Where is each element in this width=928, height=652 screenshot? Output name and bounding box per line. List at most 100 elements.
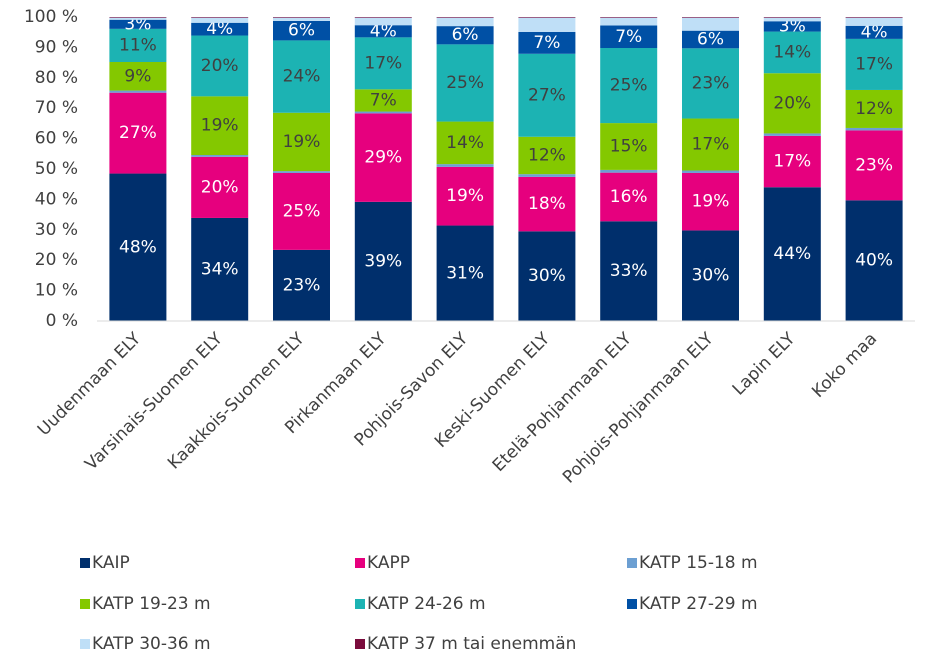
y-tick-label: 60 % — [35, 129, 78, 149]
bar-segment — [436, 225, 494, 321]
data-label: 20% — [201, 56, 239, 76]
data-label: 16% — [610, 187, 648, 207]
bar-segment — [191, 17, 249, 23]
data-label: 17% — [692, 135, 730, 155]
bar-segment — [109, 90, 167, 93]
data-label: 4% — [861, 22, 888, 42]
bar-segment — [682, 17, 739, 18]
data-label: 17% — [855, 54, 893, 74]
bar-segment — [600, 123, 658, 170]
data-label: 23% — [692, 73, 730, 93]
data-label: 12% — [855, 99, 893, 119]
legend-label: KATP 30-36 m — [92, 634, 211, 652]
data-label: 39% — [364, 251, 402, 271]
bar-segment — [273, 20, 330, 41]
bar-segment — [109, 61, 167, 91]
bar-segment — [845, 38, 903, 90]
bar-segment — [845, 200, 903, 321]
bar-segment — [436, 166, 494, 226]
data-label: 29% — [364, 148, 402, 168]
bar-segment — [109, 28, 167, 62]
data-label: 12% — [528, 145, 566, 165]
bar-segment — [191, 156, 249, 218]
bar-segment — [191, 155, 249, 157]
bar-segment — [191, 96, 249, 156]
bar-segment — [845, 130, 903, 201]
bar-segment — [354, 111, 412, 114]
x-tick-label: Lapin ELY — [729, 328, 800, 399]
data-label: 19% — [446, 186, 484, 206]
bar-segment — [354, 89, 412, 112]
data-label: 6% — [452, 25, 479, 45]
data-label: 18% — [528, 194, 566, 214]
legend-label: KATP 19-23 m — [92, 594, 211, 614]
data-label: 31% — [446, 263, 484, 283]
x-tick-label: Pohjois-Pohjanmaan ELY — [559, 328, 718, 487]
data-label: 25% — [610, 76, 648, 96]
data-label: 33% — [610, 261, 648, 281]
data-label: 19% — [692, 192, 730, 212]
bar-segment — [518, 174, 576, 177]
bar-segment — [682, 118, 739, 171]
bar-segment — [191, 35, 249, 97]
x-tick-label: Koko maa — [808, 329, 881, 402]
y-tick-label: 0 % — [46, 311, 78, 331]
bar-segment — [845, 17, 903, 18]
bar-segment — [763, 21, 821, 32]
bar-segment — [682, 17, 739, 31]
bar-segment — [436, 17, 494, 18]
bar-segment — [600, 221, 658, 321]
bar-segment — [763, 73, 821, 134]
legend-label: KAPP — [367, 553, 410, 573]
bar-segment — [191, 217, 249, 321]
bar-segment — [354, 17, 412, 26]
bar-segment — [600, 17, 658, 26]
bar-segment — [191, 22, 249, 36]
y-tick-label: 40 % — [35, 189, 78, 209]
y-tick-label: 50 % — [35, 159, 78, 179]
legend-label: KATP 37 m tai enemmän — [367, 634, 576, 652]
y-tick-label: 80 % — [35, 68, 78, 88]
data-label: 14% — [773, 42, 811, 62]
data-label: 17% — [773, 152, 811, 172]
data-label: 3% — [779, 16, 806, 36]
data-label: 20% — [201, 177, 239, 197]
bar-segment — [763, 17, 821, 22]
legend-swatch — [355, 639, 365, 649]
data-label: 30% — [528, 266, 566, 286]
bar-segment — [354, 37, 412, 90]
y-tick-label: 100 % — [24, 7, 78, 27]
data-label: 48% — [119, 237, 157, 257]
bar-segment — [682, 170, 739, 173]
legend-swatch — [80, 599, 90, 609]
bar-segment — [682, 30, 739, 49]
bar-segment — [682, 230, 739, 321]
bar-segment — [845, 89, 903, 128]
bar-segment — [273, 40, 330, 113]
bar-segment — [682, 172, 739, 231]
legend-label: KATP 24-26 m — [367, 594, 486, 614]
bar-segment — [763, 187, 821, 321]
y-tick-label: 20 % — [35, 250, 78, 270]
bar-segment — [845, 25, 903, 39]
legend-swatch — [80, 639, 90, 649]
data-label: 19% — [201, 116, 239, 136]
bar-segment — [273, 17, 330, 21]
legend-swatch — [627, 558, 637, 568]
bar-segment — [600, 169, 658, 173]
data-label: 4% — [370, 21, 397, 41]
data-label: 7% — [370, 90, 397, 110]
bar-segment — [354, 201, 412, 321]
legend-swatch — [355, 599, 365, 609]
data-label: 7% — [533, 33, 560, 53]
bar-segment — [273, 17, 330, 18]
data-label: 11% — [119, 35, 157, 55]
bar-segment — [763, 31, 821, 74]
bar-segment — [518, 31, 576, 54]
data-label: 24% — [283, 67, 321, 87]
x-tick-label: Etelä-Pohjanmaan ELY — [489, 328, 636, 475]
legend-label: KAIP — [92, 553, 130, 573]
bar-segment — [273, 112, 330, 172]
data-label: 17% — [364, 53, 402, 73]
